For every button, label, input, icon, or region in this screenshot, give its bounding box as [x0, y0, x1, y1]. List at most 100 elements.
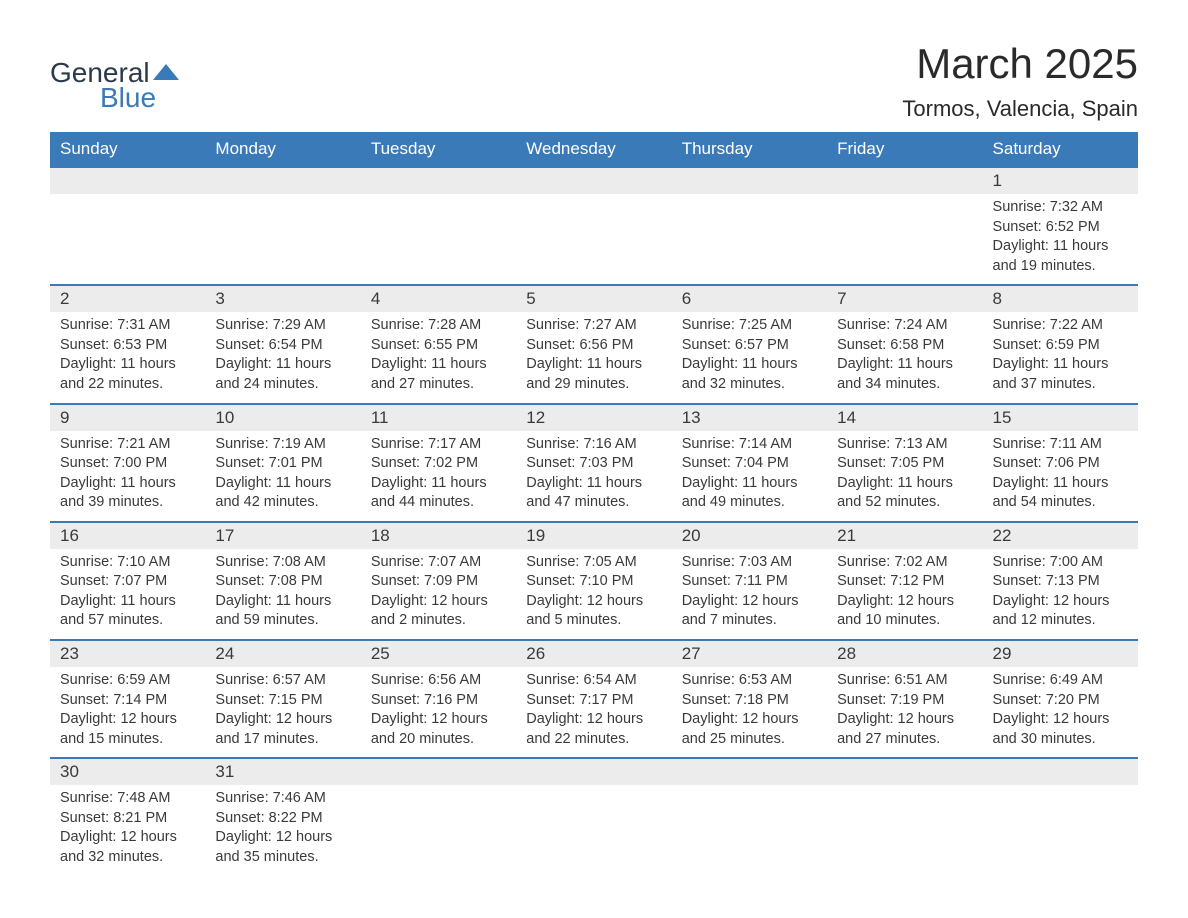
day-cell [50, 167, 205, 285]
daylight-text-1: Daylight: 12 hours [993, 592, 1128, 612]
day-content: Sunrise: 7:24 AMSunset: 6:58 PMDaylight:… [827, 312, 982, 402]
sunset-text: Sunset: 7:10 PM [526, 572, 661, 592]
day-content: Sunrise: 7:08 AMSunset: 7:08 PMDaylight:… [205, 549, 360, 639]
day-header-monday: Monday [205, 132, 360, 167]
day-cell: 15Sunrise: 7:11 AMSunset: 7:06 PMDayligh… [983, 404, 1138, 522]
day-number: 15 [983, 405, 1138, 431]
day-content: Sunrise: 7:22 AMSunset: 6:59 PMDaylight:… [983, 312, 1138, 402]
day-number: 29 [983, 641, 1138, 667]
day-header-saturday: Saturday [983, 132, 1138, 167]
day-number: 30 [50, 759, 205, 785]
day-cell: 20Sunrise: 7:03 AMSunset: 7:11 PMDayligh… [672, 522, 827, 640]
sunset-text: Sunset: 7:09 PM [371, 572, 506, 592]
day-cell: 4Sunrise: 7:28 AMSunset: 6:55 PMDaylight… [361, 285, 516, 403]
sunset-text: Sunset: 7:00 PM [60, 454, 195, 474]
sunrise-text: Sunrise: 7:46 AM [215, 789, 350, 809]
sunrise-text: Sunrise: 7:05 AM [526, 553, 661, 573]
daylight-text-1: Daylight: 11 hours [215, 474, 350, 494]
day-content: Sunrise: 7:14 AMSunset: 7:04 PMDaylight:… [672, 431, 827, 521]
calendar-body: 1Sunrise: 7:32 AMSunset: 6:52 PMDaylight… [50, 167, 1138, 876]
day-content: Sunrise: 7:19 AMSunset: 7:01 PMDaylight:… [205, 431, 360, 521]
day-number: 18 [361, 523, 516, 549]
daylight-text-2: and 42 minutes. [215, 493, 350, 513]
day-header-wednesday: Wednesday [516, 132, 671, 167]
day-cell [361, 758, 516, 875]
daylight-text-2: and 20 minutes. [371, 730, 506, 750]
location-text: Tormos, Valencia, Spain [902, 96, 1138, 122]
logo-blue-text: Blue [100, 85, 179, 110]
daylight-text-2: and 12 minutes. [993, 611, 1128, 631]
sunrise-text: Sunrise: 7:07 AM [371, 553, 506, 573]
sunset-text: Sunset: 7:18 PM [682, 691, 817, 711]
day-cell: 21Sunrise: 7:02 AMSunset: 7:12 PMDayligh… [827, 522, 982, 640]
day-cell: 7Sunrise: 7:24 AMSunset: 6:58 PMDaylight… [827, 285, 982, 403]
daylight-text-2: and 47 minutes. [526, 493, 661, 513]
daylight-text-1: Daylight: 11 hours [371, 474, 506, 494]
sunset-text: Sunset: 6:58 PM [837, 336, 972, 356]
week-row: 9Sunrise: 7:21 AMSunset: 7:00 PMDaylight… [50, 404, 1138, 522]
day-number: 5 [516, 286, 671, 312]
daylight-text-2: and 24 minutes. [215, 375, 350, 395]
day-cell: 11Sunrise: 7:17 AMSunset: 7:02 PMDayligh… [361, 404, 516, 522]
daylight-text-2: and 59 minutes. [215, 611, 350, 631]
day-number: 23 [50, 641, 205, 667]
logo: General Blue [50, 60, 179, 110]
sunrise-text: Sunrise: 7:10 AM [60, 553, 195, 573]
day-number: 7 [827, 286, 982, 312]
week-row: 16Sunrise: 7:10 AMSunset: 7:07 PMDayligh… [50, 522, 1138, 640]
day-cell [205, 167, 360, 285]
daylight-text-1: Daylight: 12 hours [993, 710, 1128, 730]
day-cell: 26Sunrise: 6:54 AMSunset: 7:17 PMDayligh… [516, 640, 671, 758]
day-cell: 9Sunrise: 7:21 AMSunset: 7:00 PMDaylight… [50, 404, 205, 522]
empty-day-bar [672, 168, 827, 194]
daylight-text-2: and 49 minutes. [682, 493, 817, 513]
day-cell: 8Sunrise: 7:22 AMSunset: 6:59 PMDaylight… [983, 285, 1138, 403]
daylight-text-1: Daylight: 11 hours [526, 355, 661, 375]
daylight-text-1: Daylight: 12 hours [371, 592, 506, 612]
sunrise-text: Sunrise: 7:00 AM [993, 553, 1128, 573]
day-content: Sunrise: 7:32 AMSunset: 6:52 PMDaylight:… [983, 194, 1138, 284]
day-cell: 14Sunrise: 7:13 AMSunset: 7:05 PMDayligh… [827, 404, 982, 522]
day-content: Sunrise: 7:28 AMSunset: 6:55 PMDaylight:… [361, 312, 516, 402]
day-number: 25 [361, 641, 516, 667]
day-cell: 29Sunrise: 6:49 AMSunset: 7:20 PMDayligh… [983, 640, 1138, 758]
day-content: Sunrise: 7:17 AMSunset: 7:02 PMDaylight:… [361, 431, 516, 521]
daylight-text-2: and 57 minutes. [60, 611, 195, 631]
sunrise-text: Sunrise: 7:24 AM [837, 316, 972, 336]
sunset-text: Sunset: 7:03 PM [526, 454, 661, 474]
empty-day-bar [50, 168, 205, 194]
day-content: Sunrise: 7:11 AMSunset: 7:06 PMDaylight:… [983, 431, 1138, 521]
day-content: Sunrise: 7:48 AMSunset: 8:21 PMDaylight:… [50, 785, 205, 875]
daylight-text-2: and 5 minutes. [526, 611, 661, 631]
sunset-text: Sunset: 7:15 PM [215, 691, 350, 711]
sunset-text: Sunset: 7:19 PM [837, 691, 972, 711]
day-cell: 12Sunrise: 7:16 AMSunset: 7:03 PMDayligh… [516, 404, 671, 522]
daylight-text-2: and 27 minutes. [371, 375, 506, 395]
day-number: 20 [672, 523, 827, 549]
day-cell: 27Sunrise: 6:53 AMSunset: 7:18 PMDayligh… [672, 640, 827, 758]
sunset-text: Sunset: 7:05 PM [837, 454, 972, 474]
daylight-text-2: and 17 minutes. [215, 730, 350, 750]
daylight-text-1: Daylight: 11 hours [682, 474, 817, 494]
daylight-text-2: and 15 minutes. [60, 730, 195, 750]
logo-triangle-icon [153, 60, 179, 85]
daylight-text-1: Daylight: 12 hours [215, 828, 350, 848]
day-content: Sunrise: 7:07 AMSunset: 7:09 PMDaylight:… [361, 549, 516, 639]
day-cell [983, 758, 1138, 875]
daylight-text-1: Daylight: 11 hours [215, 355, 350, 375]
month-title: March 2025 [902, 40, 1138, 88]
day-cell: 25Sunrise: 6:56 AMSunset: 7:16 PMDayligh… [361, 640, 516, 758]
day-header-row: Sunday Monday Tuesday Wednesday Thursday… [50, 132, 1138, 167]
day-cell: 16Sunrise: 7:10 AMSunset: 7:07 PMDayligh… [50, 522, 205, 640]
day-cell: 19Sunrise: 7:05 AMSunset: 7:10 PMDayligh… [516, 522, 671, 640]
daylight-text-2: and 29 minutes. [526, 375, 661, 395]
daylight-text-2: and 39 minutes. [60, 493, 195, 513]
daylight-text-1: Daylight: 11 hours [371, 355, 506, 375]
day-number: 8 [983, 286, 1138, 312]
day-content: Sunrise: 6:51 AMSunset: 7:19 PMDaylight:… [827, 667, 982, 757]
day-number: 26 [516, 641, 671, 667]
daylight-text-2: and 22 minutes. [60, 375, 195, 395]
day-number: 6 [672, 286, 827, 312]
daylight-text-1: Daylight: 11 hours [837, 474, 972, 494]
day-content: Sunrise: 7:16 AMSunset: 7:03 PMDaylight:… [516, 431, 671, 521]
